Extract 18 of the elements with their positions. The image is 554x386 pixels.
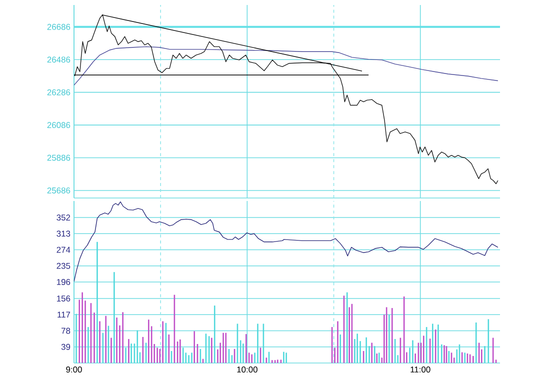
x-tick-label: 9:00 [66,366,82,373]
y-tick-label: 25886 [47,154,70,161]
y-tick-label: 313 [56,230,70,237]
y-tick-label: 117 [58,312,70,318]
y-tick-label: 26686 [47,24,70,30]
y-tick-label: 26086 [47,122,70,128]
x-tick-label: 10:00 [237,366,258,373]
y-tick-label: 26286 [47,89,70,96]
y-tick-label: 274 [56,246,70,253]
y-tick-label: 196 [56,279,70,285]
x-tick-label: 11:00 [410,366,430,373]
y-tick-label: 26486 [47,56,70,63]
y-tick-label: 39 [61,344,70,350]
y-tick-label: 78 [62,328,70,334]
y-tick-label: 25686 [47,187,70,194]
y-tick-label: 235 [56,262,70,269]
y-tick-label: 156 [56,296,70,302]
y-tick-label: 352 [56,214,70,221]
